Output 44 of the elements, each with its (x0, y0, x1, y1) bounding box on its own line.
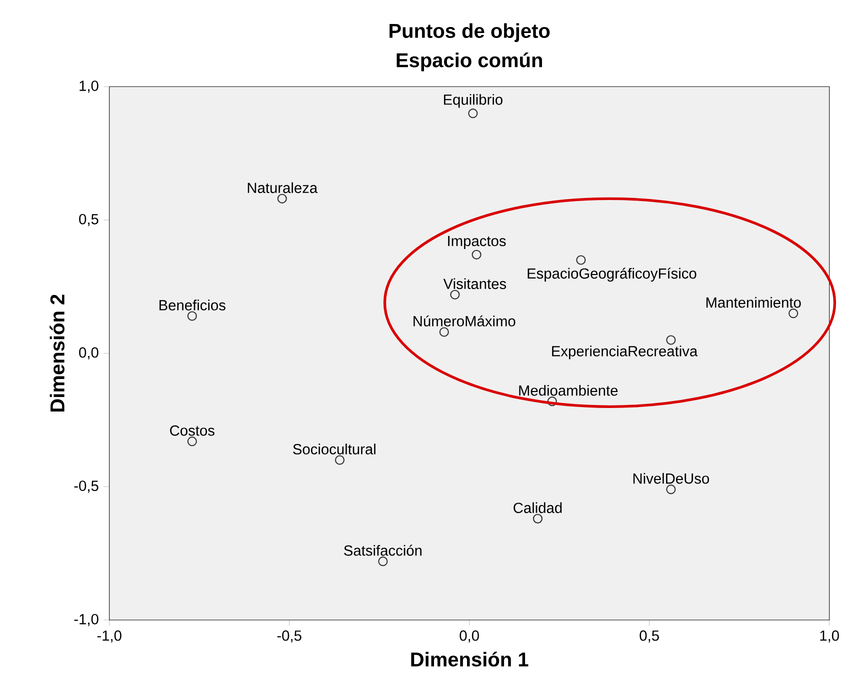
chart-title: Puntos de objeto (390, 23, 550, 42)
point (666, 484, 676, 494)
y-tick-label: -1,0 (74, 614, 98, 626)
point (378, 556, 388, 566)
point (334, 455, 345, 465)
point (472, 250, 482, 260)
point (187, 311, 197, 321)
x-axis-title: Dimensión 1 (411, 652, 528, 667)
x-tick-label: 0,0 (460, 630, 479, 643)
y-tick-label: 1,0 (80, 80, 98, 93)
annotation: Calidad (514, 502, 562, 514)
annotation: Sociocultural (293, 444, 376, 455)
annotation: Visitantes (443, 278, 506, 290)
annotation: Satsifacción (344, 544, 422, 556)
point (576, 255, 586, 265)
point (187, 436, 197, 446)
y-tick-label: -0,5 (74, 480, 98, 493)
annotation: Mantenimiento (706, 297, 801, 308)
annotation: Equilibrio (444, 94, 502, 108)
x-tick-label: 0,5 (640, 630, 659, 643)
y-tick-label: 0,0 (79, 347, 98, 360)
point (468, 108, 478, 118)
annotation: NivelDeUso (633, 473, 710, 484)
point (547, 396, 557, 406)
x-tick-label: 1,0 (820, 630, 839, 643)
point (666, 335, 676, 345)
annotation: Naturaleza (248, 182, 318, 194)
y-axis-title: Dimensión 2 (50, 294, 64, 412)
point (277, 194, 287, 204)
x-tick-label: -0,5 (277, 630, 302, 643)
annotation: Medioambiente (519, 385, 618, 396)
annotation: NúmeroMáximo (414, 316, 516, 327)
chart-subtitle: Espacio común (396, 52, 542, 72)
point (788, 308, 798, 318)
y-tick-label: 0,5 (79, 214, 98, 226)
point (439, 327, 449, 337)
x-tick-label: -1,0 (97, 630, 122, 643)
point (532, 514, 543, 524)
annotation: ExperienciaRecreativa (552, 346, 698, 360)
annotation: Impactos (448, 236, 506, 250)
point (450, 290, 460, 300)
annotation: Beneficios (160, 300, 226, 311)
annotation: Costos (170, 426, 214, 436)
annotation: EspacioGeográficoyFísico (528, 268, 696, 282)
